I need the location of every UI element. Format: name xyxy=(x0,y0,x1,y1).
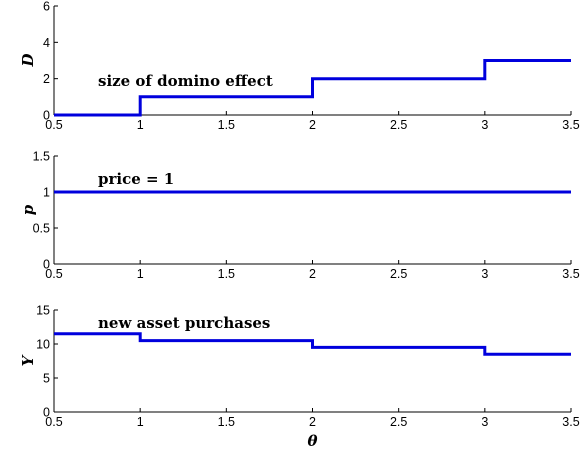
y-tick-label: 2 xyxy=(43,72,50,86)
y-tick-label: 1.5 xyxy=(33,150,50,164)
x-tick-label: 0.5 xyxy=(45,267,62,281)
y-tick-label: 5 xyxy=(43,372,50,386)
x-tick-label: 2 xyxy=(309,267,316,281)
y-axis-label: D xyxy=(19,53,37,67)
x-tick-label: 1.5 xyxy=(218,415,235,429)
y-tick-label: 0 xyxy=(43,109,50,123)
annotation-text: size of domino effect xyxy=(98,72,273,90)
x-tick-label: 1.5 xyxy=(218,267,235,281)
annotation-text: new asset purchases xyxy=(98,314,270,332)
annotation-text: price = 1 xyxy=(98,170,174,188)
x-tick-label: 3 xyxy=(481,118,488,132)
x-tick-label: 3.5 xyxy=(562,267,579,281)
x-tick-label: 3 xyxy=(481,415,488,429)
y-tick-label: 10 xyxy=(36,338,50,352)
series-line xyxy=(54,59,571,117)
y-tick-label: 0 xyxy=(43,406,50,420)
x-tick-label: 0.5 xyxy=(45,415,62,429)
x-tick-label: 3.5 xyxy=(562,118,579,132)
x-tick-label: 2 xyxy=(309,415,316,429)
y-tick-label: 0 xyxy=(43,258,50,272)
y-tick-label: 4 xyxy=(43,36,50,50)
x-tick-label: 2 xyxy=(309,118,316,132)
x-tick-label: 3.5 xyxy=(562,415,579,429)
y-tick-label: 15 xyxy=(36,304,50,318)
x-tick-label: 3 xyxy=(481,267,488,281)
x-tick-label: 2.5 xyxy=(390,415,407,429)
y-axis-label: p xyxy=(19,204,37,215)
x-tick-label: 1 xyxy=(137,415,144,429)
x-axis-label: θ xyxy=(307,432,317,450)
x-tick-label: 1.5 xyxy=(218,118,235,132)
y-tick-label: 1 xyxy=(43,186,50,200)
x-tick-label: 1 xyxy=(137,118,144,132)
y-tick-label: 6 xyxy=(43,0,50,14)
y-axis-label: Y xyxy=(19,354,37,366)
series-line xyxy=(54,332,571,356)
x-tick-label: 2.5 xyxy=(390,118,407,132)
x-tick-label: 2.5 xyxy=(390,267,407,281)
x-tick-label: 0.5 xyxy=(45,118,62,132)
x-tick-label: 1 xyxy=(137,267,144,281)
y-tick-label: 0.5 xyxy=(33,222,50,236)
